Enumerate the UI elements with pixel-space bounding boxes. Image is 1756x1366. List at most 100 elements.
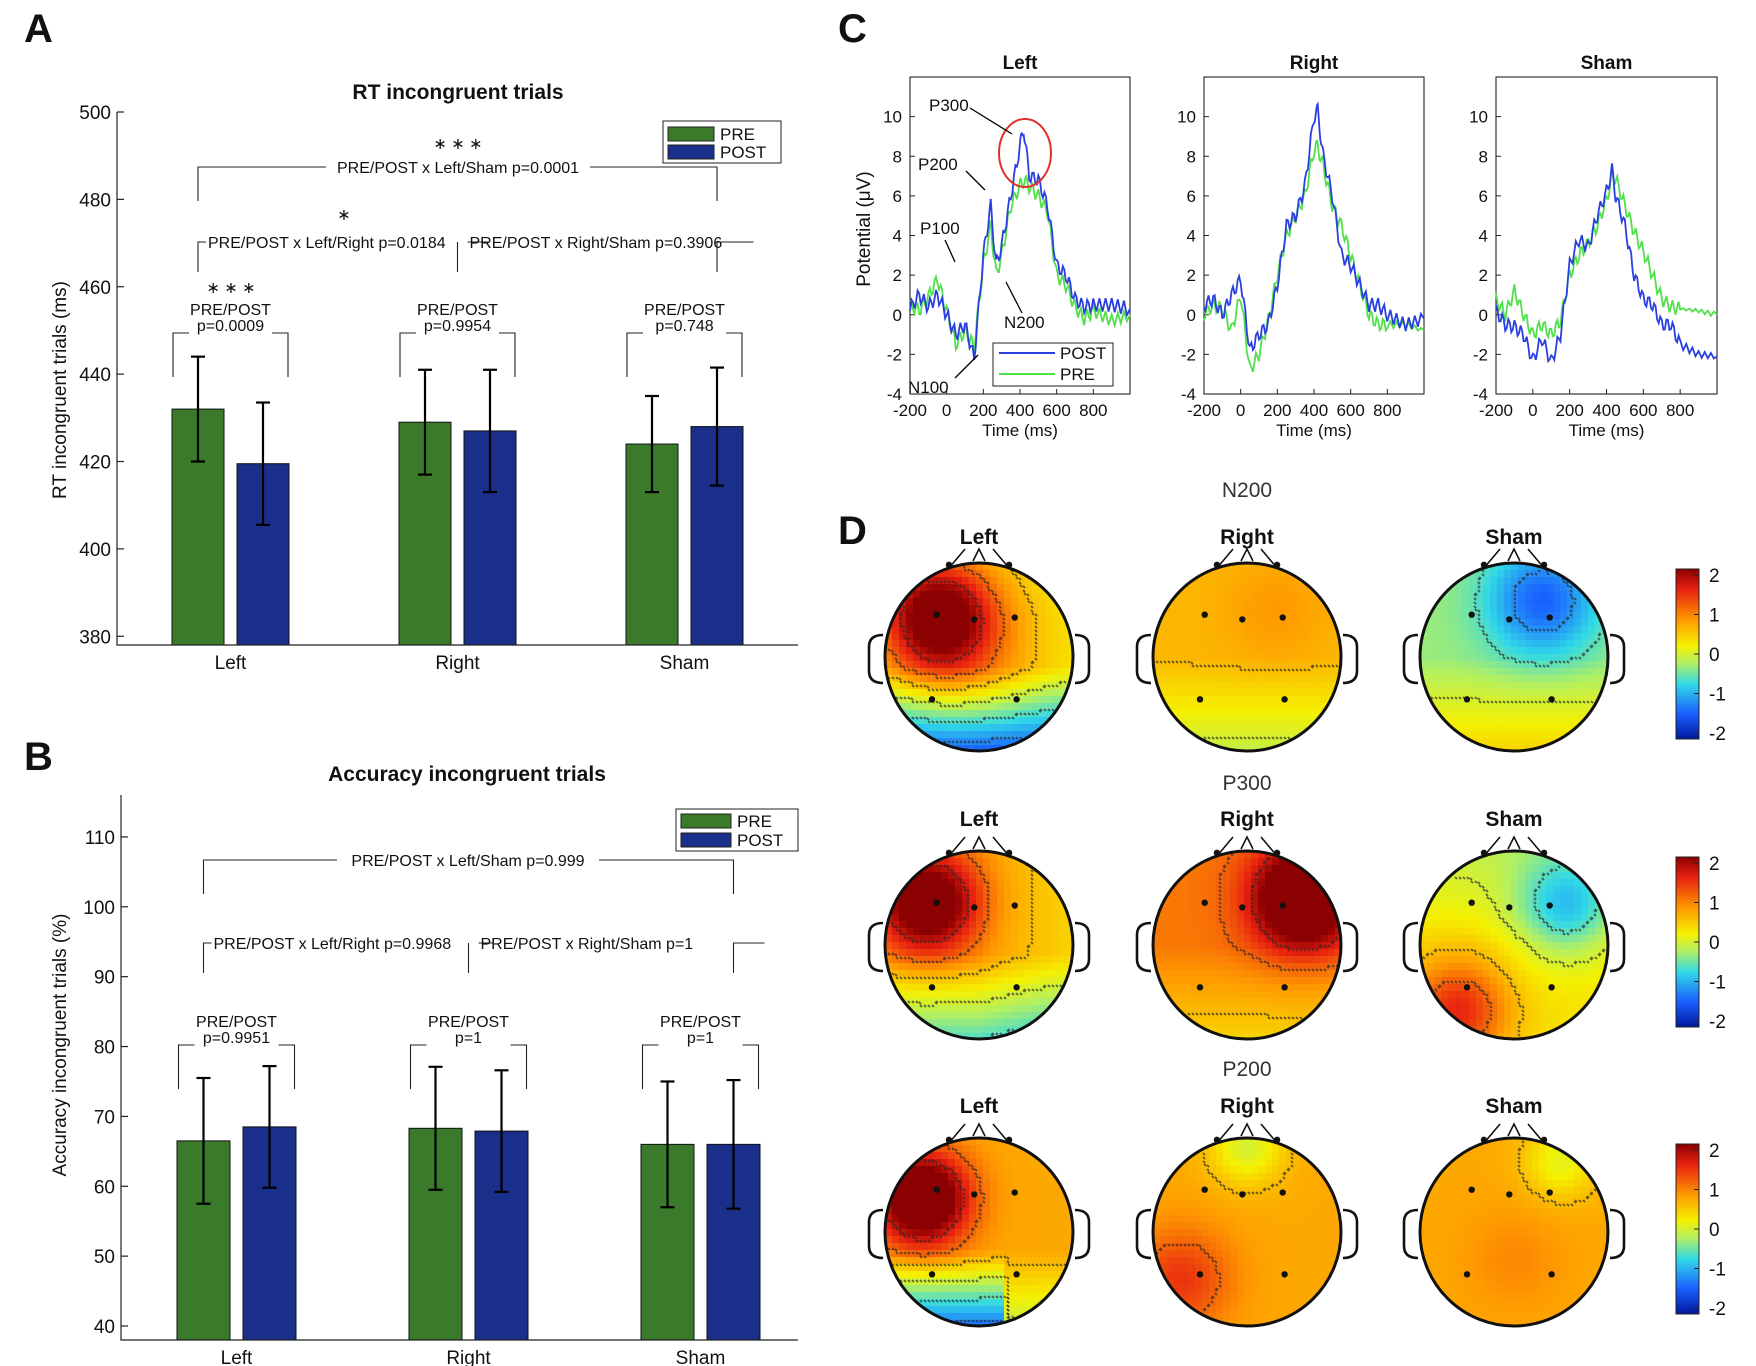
topomap-field	[1420, 1138, 1608, 1326]
electrode-dot	[1011, 614, 1018, 621]
electrode-dot	[1005, 561, 1013, 569]
erp-title: Right	[1290, 53, 1339, 74]
colorbar: 2 1 0 -1 -2	[1675, 566, 1726, 745]
ear-left	[1402, 921, 1419, 973]
head-outline	[1418, 1136, 1610, 1328]
y-ticks: 40 50 60 70 80 90 100 110	[83, 828, 128, 1338]
electrode-dot	[971, 616, 978, 623]
pair-bracket	[641, 1044, 760, 1089]
erp-ytick-label: 10	[1177, 108, 1196, 127]
y-tick-label: 90	[94, 968, 115, 989]
y-tick-label: 70	[94, 1107, 115, 1128]
colorbar-tick-label: 0	[1709, 1220, 1720, 1241]
pair-pvalue: p=1	[455, 1030, 482, 1047]
erp-line-post	[1203, 101, 1425, 353]
topomap-contours	[887, 1144, 1067, 1323]
electrode-dot	[1239, 904, 1246, 911]
significance-brackets: PRE/POSTp=0.0009PRE/POSTp=0.9954PRE/POST…	[172, 136, 754, 377]
erp-title: Left	[1003, 53, 1039, 74]
colorbar-tick-label: -1	[1709, 973, 1726, 994]
topomap-left: Left	[867, 1095, 1091, 1328]
erp-ytick-label: -2	[1473, 345, 1488, 364]
erp-ytick-label: 6	[1187, 187, 1196, 206]
chart-title: RT incongruent trials	[352, 81, 563, 104]
ear-left	[1135, 921, 1152, 973]
topomap-field	[885, 851, 1073, 1039]
erp-xtick-label: 600	[1042, 401, 1070, 420]
ear-left	[867, 633, 884, 685]
topomap-contours	[1430, 569, 1602, 704]
pair-bracket	[172, 332, 289, 377]
panel-letter-d: D	[838, 509, 867, 553]
erp-ytick-label: 10	[1469, 108, 1488, 127]
erp-xtick-label: 400	[1592, 401, 1620, 420]
erp-line-pre	[1203, 139, 1425, 373]
topomap-left: Left	[867, 526, 1091, 753]
colorbar-tick-label: 2	[1709, 1141, 1720, 1162]
topomap-contours	[1187, 853, 1339, 1020]
electrode-dot	[1281, 1271, 1288, 1278]
electrode-dot	[933, 611, 940, 618]
electrode-dot	[1540, 849, 1548, 857]
electrode-dot	[1273, 849, 1281, 857]
erp-xtick-label: 600	[1336, 401, 1364, 420]
topo-component-title: P200	[1222, 1058, 1271, 1081]
head-outline	[883, 849, 1075, 1041]
comparison-left-right: PRE/POST x Left/Right p=0.0184	[208, 235, 446, 252]
electrode-dot	[1480, 849, 1488, 857]
category-label: Sham	[660, 653, 710, 674]
category-label: Left	[215, 653, 247, 674]
electrode-dot	[1281, 696, 1288, 703]
legend-swatch-post	[667, 144, 715, 160]
chart-title: Accuracy incongruent trials	[328, 763, 606, 786]
bracket-left-right	[197, 241, 206, 272]
erp-ytick-label: 8	[1479, 147, 1488, 166]
erp-xtick-label: 0	[942, 401, 951, 420]
y-tick-label: 500	[79, 103, 111, 124]
category-label: Right	[446, 1348, 491, 1366]
legend-swatch-pre	[680, 813, 732, 829]
pair-label: PRE/POST	[190, 302, 271, 319]
electrode-dot	[1548, 696, 1555, 703]
pair-label: PRE/POST	[428, 1014, 509, 1031]
erp-xtick-label: 0	[1528, 401, 1537, 420]
erp-line-post	[1495, 163, 1718, 364]
topomap-contours	[1422, 865, 1606, 1037]
pair-pvalue: p=0.748	[655, 318, 713, 335]
panel-letter-c: C	[838, 7, 867, 51]
erp-x-label: Time (ms)	[1276, 421, 1352, 440]
erp-xtick-label: 200	[969, 401, 997, 420]
topomap-sham: Sham	[1402, 1095, 1626, 1328]
electrode-dot	[928, 1271, 936, 1278]
peak-label-p300: P300	[929, 96, 969, 115]
pair-bracket	[409, 1044, 528, 1089]
electrode-dot	[1196, 1271, 1204, 1278]
ear-left	[867, 921, 884, 973]
pair-pvalue: p=0.9954	[424, 318, 491, 335]
comparison-right-sham: PRE/POST x Right/Sham p=1	[481, 936, 694, 953]
legend-swatch-pre	[667, 126, 715, 142]
peak-label-p200: P200	[918, 155, 958, 174]
electrode-dot	[1468, 611, 1475, 618]
electrode-dot	[1546, 1189, 1553, 1196]
electrode-dot	[1548, 984, 1555, 991]
ear-left	[1402, 633, 1419, 685]
topomap-sham: Sham	[1402, 526, 1626, 753]
erp-ytick-label: 0	[1187, 306, 1196, 325]
topomap-field	[1153, 563, 1341, 751]
ear-right	[1609, 633, 1626, 685]
y-tick-label: 480	[79, 190, 111, 211]
bracket-left-sham	[197, 166, 718, 201]
electrode-dot	[1463, 1271, 1471, 1278]
erp-ytick-label: 10	[883, 108, 902, 127]
electrode-dot	[1213, 1136, 1221, 1144]
significance-brackets: PRE/POSTp=0.9951PRE/POSTp=1PRE/POSTp=1PR…	[177, 853, 765, 1089]
electrode-dot	[1279, 1189, 1286, 1196]
electrode-dot	[1546, 902, 1553, 909]
erp-subplot-right: Right -4 -2 0 2 4 6 8 10 -200 0 200 400 600 800 Time (m…	[1177, 53, 1425, 440]
y-tick-label: 400	[79, 540, 111, 561]
erp-ytick-label: 4	[893, 227, 902, 246]
pair-pvalue: p=0.9951	[203, 1030, 270, 1047]
topo-component-title: N200	[1222, 479, 1272, 502]
